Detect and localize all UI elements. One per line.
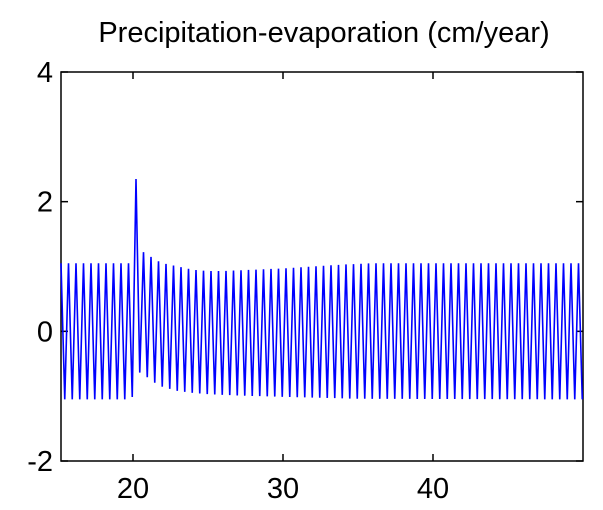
y-tick-label: 2 — [37, 187, 53, 219]
plot-area-frame — [60, 71, 584, 462]
series-line-precipitation-evaporation — [60, 178, 584, 400]
x-tick-label: 30 — [267, 473, 299, 505]
x-tick-label: 40 — [417, 473, 449, 505]
chart-title: Precipitation-evaporation (cm/year) — [98, 17, 549, 49]
y-tick-label: -2 — [27, 446, 53, 478]
y-tick-label: 0 — [37, 316, 53, 348]
y-axis-ticks: -2 0 2 4 — [27, 57, 583, 478]
x-axis-ticks: 20 30 40 — [117, 72, 449, 505]
x-tick-label: 20 — [117, 473, 149, 505]
y-tick-label: 4 — [37, 57, 53, 89]
